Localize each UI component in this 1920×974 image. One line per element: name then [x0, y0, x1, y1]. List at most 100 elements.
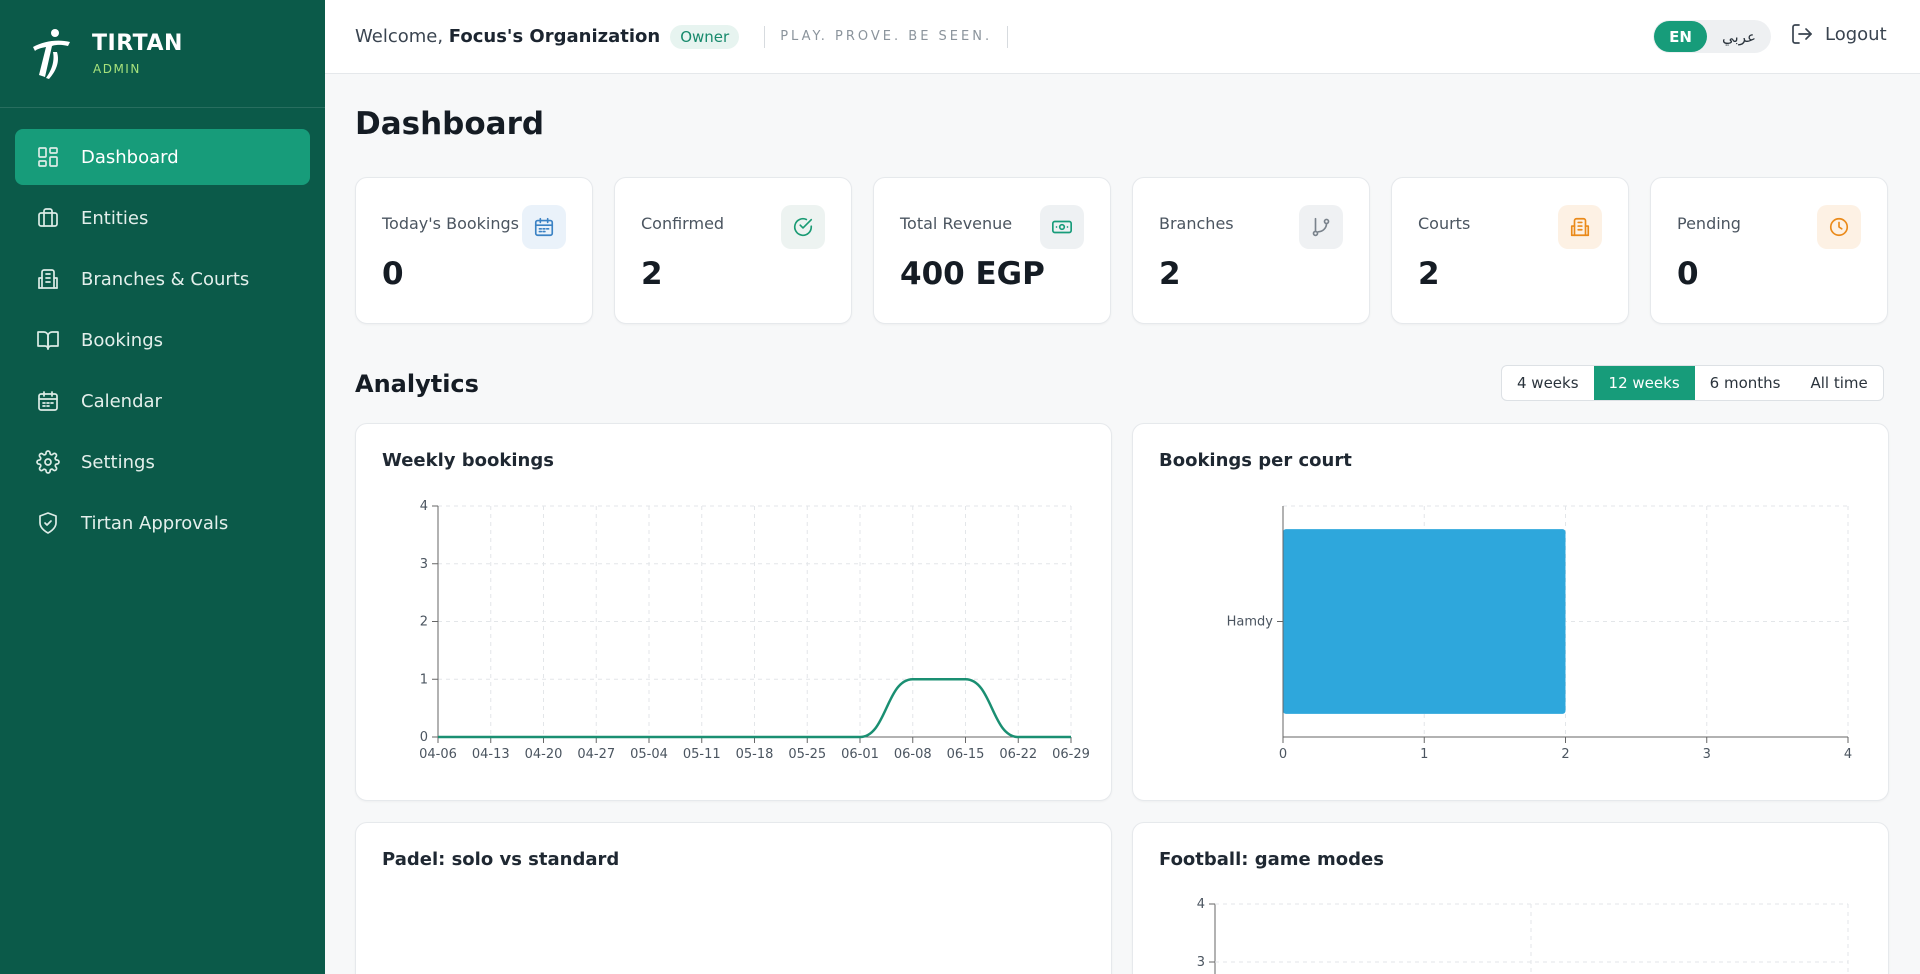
logout-label: Logout [1825, 23, 1887, 45]
stat-card-todays-bookings: Today's Bookings 0 [355, 177, 593, 324]
briefcase-icon [35, 205, 61, 231]
stat-value: 0 [1677, 256, 1699, 292]
football-game-modes-chart: 43 [1197, 897, 1849, 974]
logout-icon [1792, 24, 1812, 44]
y-tick-label: 4 [420, 499, 428, 514]
sidebar-item-tirtan-approvals[interactable]: Tirtan Approvals [15, 495, 310, 551]
range-all-time[interactable]: All time [1810, 374, 1868, 392]
stat-label: Today's Bookings [382, 214, 519, 233]
stat-value: 2 [1159, 256, 1181, 292]
sidebar-item-bookings[interactable]: Bookings [15, 312, 310, 368]
bookings-per-court-chart: 0 1 2 3 4 Hamdy [1227, 505, 1852, 762]
sidebar-item-calendar[interactable]: Calendar [15, 373, 310, 429]
top-bar: Welcome, Focus's Organization Owner PLAY… [325, 0, 1920, 74]
stat-label: Total Revenue [900, 214, 1013, 233]
stat-label: Branches [1159, 214, 1234, 233]
brand-sub: ADMIN [93, 62, 141, 76]
calendar-icon [35, 388, 61, 414]
book-open-icon [35, 327, 61, 353]
y-tick-label: 2 [420, 615, 428, 630]
x-tick-label: 06-22 [999, 747, 1037, 762]
brand: TIRTAN ADMIN [0, 0, 325, 108]
lang-en-button[interactable]: EN [1654, 21, 1707, 52]
x-tick-label: 04-20 [525, 747, 563, 762]
building-icon [1558, 205, 1602, 249]
weekly-bookings-chart: 0 1 2 3 4 04-06 04-13 04-20 04-27 05-04 05-11 05-18… [419, 499, 1090, 762]
y-tick-label: 3 [1197, 955, 1205, 970]
sidebar-item-label: Dashboard [81, 146, 179, 168]
y-tick-label: 0 [420, 730, 428, 745]
brand-name: TIRTAN [92, 31, 183, 56]
stat-value: 0 [382, 256, 404, 292]
shield-check-icon [35, 510, 61, 536]
language-toggle: EN عربي [1653, 20, 1771, 53]
y-tick-label: Hamdy [1227, 615, 1274, 630]
sidebar-item-label: Branches & Courts [81, 268, 250, 290]
sidebar-nav: Dashboard Entities Branches & Courts Boo… [0, 108, 325, 551]
range-selector: 4 weeks 12 weeks 6 months All time [1501, 365, 1884, 401]
x-tick-label: 1 [1420, 747, 1428, 762]
role-badge: Owner [670, 24, 740, 49]
calendar-icon [522, 205, 566, 249]
check-circle-icon [781, 205, 825, 249]
sidebar-item-entities[interactable]: Entities [15, 190, 310, 246]
sidebar-item-settings[interactable]: Settings [15, 434, 310, 490]
x-tick-label: 04-06 [419, 747, 457, 762]
x-tick-label: 3 [1703, 747, 1711, 762]
panel-title: Bookings per court [1159, 450, 1352, 471]
git-branch-icon [1299, 205, 1343, 249]
stat-value: 400 EGP [900, 256, 1045, 292]
padel-panel: Padel: solo vs standard [355, 822, 1112, 974]
series-line [438, 678, 1071, 739]
x-tick-label: 2 [1561, 747, 1569, 762]
range-6-months[interactable]: 6 months [1709, 374, 1781, 392]
tirtan-logo [33, 28, 70, 79]
stat-card-pending: Pending 0 [1650, 177, 1888, 324]
sidebar-item-dashboard[interactable]: Dashboard [15, 129, 310, 185]
stat-value: 2 [1418, 256, 1440, 292]
analytics-title: Analytics [355, 370, 479, 398]
sidebar-item-label: Tirtan Approvals [81, 512, 229, 534]
sidebar-item-label: Calendar [81, 390, 162, 412]
clock-icon [1817, 205, 1861, 249]
panel-title: Weekly bookings [382, 450, 554, 471]
stat-label: Courts [1418, 214, 1471, 233]
dashboard-grid-icon [35, 144, 61, 170]
organization-name: Focus's Organization [448, 26, 661, 47]
x-tick-label: 04-13 [472, 747, 510, 762]
sidebar-item-label: Settings [81, 451, 155, 473]
cash-icon [1040, 205, 1084, 249]
stat-value: 2 [641, 256, 663, 292]
welcome-prefix: Welcome, [355, 26, 444, 47]
gear-icon [35, 449, 61, 475]
sidebar-item-label: Bookings [81, 329, 164, 351]
stat-label: Pending [1677, 214, 1741, 233]
lang-ar-button[interactable]: عربي [1722, 27, 1756, 46]
stat-card-courts: Courts 2 [1391, 177, 1629, 324]
range-4-weeks[interactable]: 4 weeks [1517, 374, 1579, 392]
x-tick-label: 05-11 [683, 747, 721, 762]
stat-label: Confirmed [641, 214, 725, 233]
x-tick-label: 06-01 [841, 747, 879, 762]
stat-card-confirmed: Confirmed 2 [614, 177, 852, 324]
y-tick-label: 4 [1197, 897, 1205, 912]
x-tick-label: 05-25 [788, 747, 826, 762]
logout-button[interactable]: Logout [1790, 22, 1887, 46]
bar [1283, 529, 1566, 714]
x-tick-label: 06-08 [894, 747, 932, 762]
welcome-text: Welcome, Focus's Organization [355, 26, 660, 47]
panel-title: Football: game modes [1159, 849, 1384, 870]
x-tick-label: 04-27 [577, 747, 615, 762]
y-tick-label: 1 [420, 672, 428, 687]
sidebar: TIRTAN ADMIN Dashboard Entities Branches… [0, 0, 325, 974]
range-12-weeks[interactable]: 12 weeks [1593, 366, 1695, 400]
tagline: PLAY. PROVE. BE SEEN. [780, 29, 993, 44]
sidebar-item-branches-courts[interactable]: Branches & Courts [15, 251, 310, 307]
divider [1007, 25, 1009, 48]
page-title: Dashboard [355, 106, 545, 142]
bookings-per-court-panel: Bookings per court 0 1 2 3 4 Hamdy [1132, 423, 1889, 801]
y-tick-label: 3 [420, 557, 428, 572]
divider [764, 25, 766, 48]
weekly-bookings-panel: Weekly bookings 0 1 2 3 4 04-06 04-13 04-20 04-2… [355, 423, 1112, 801]
